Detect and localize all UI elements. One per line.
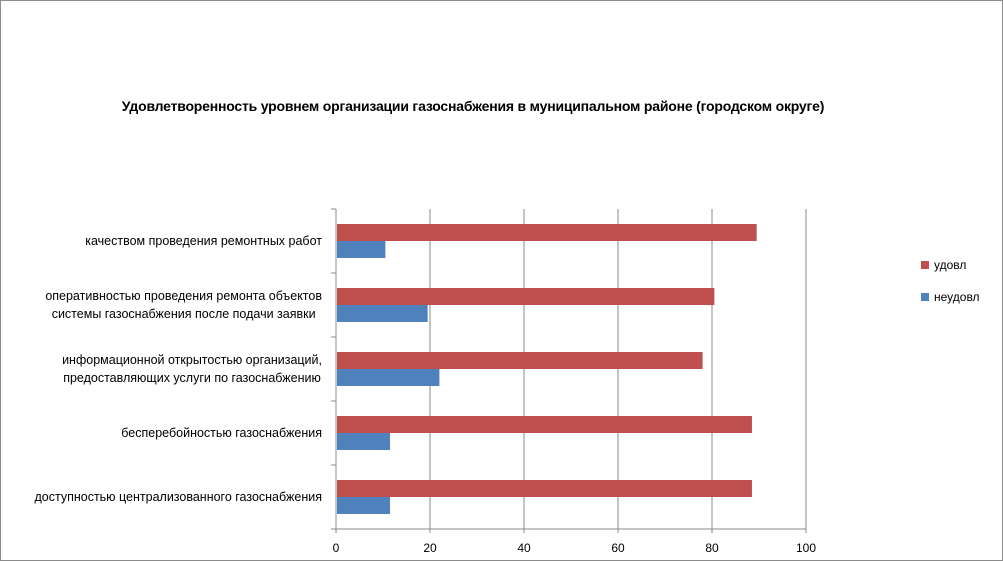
- category-label-line: оперативностью проведения ремонта объект…: [45, 289, 322, 303]
- category-label-line: доступностью централизованного газоснабж…: [34, 490, 322, 504]
- category-label-line: информационной открытостью организаций,: [62, 353, 322, 367]
- category-label: доступностью централизованного газоснабж…: [34, 488, 322, 506]
- category-label: бесперебойностью газоснабжения: [121, 424, 322, 442]
- chart-legend: удовл неудовл: [921, 258, 980, 322]
- category-label-line: предоставляющих услуги по газоснабжению: [63, 371, 321, 385]
- category-label-line: системы газоснабжения после подачи заявк…: [51, 307, 316, 321]
- legend-label-satisfied: удовл: [934, 257, 967, 272]
- category-label-line: качеством проведения ремонтных работ: [85, 234, 322, 248]
- bar-satisfied: [337, 352, 703, 369]
- legend-item-satisfied: удовл: [921, 257, 980, 272]
- chart-title: Удовлетворенность уровнем организации га…: [121, 98, 825, 114]
- bar-satisfied: [337, 288, 715, 305]
- bar-unsatisfied: [337, 497, 391, 514]
- legend-swatch-unsatisfied: [921, 292, 929, 301]
- legend-swatch-satisfied: [921, 260, 929, 269]
- x-tick-label: 60: [611, 541, 625, 555]
- bar-unsatisfied: [337, 241, 386, 258]
- x-tick-label: 0: [333, 541, 340, 555]
- category-label: качеством проведения ремонтных работ: [85, 232, 322, 250]
- bar-satisfied: [337, 416, 752, 433]
- bar-unsatisfied: [337, 433, 391, 450]
- bar-satisfied: [337, 224, 757, 241]
- category-label: информационной открытостью организаций, п…: [62, 351, 322, 387]
- category-label-line: бесперебойностью газоснабжения: [121, 426, 322, 440]
- bar-unsatisfied: [337, 305, 428, 322]
- bar-satisfied: [337, 480, 752, 497]
- x-tick-label: 20: [423, 541, 437, 555]
- x-tick-label: 100: [796, 541, 816, 555]
- x-tick-label: 40: [517, 541, 531, 555]
- category-label: оперативностью проведения ремонта объект…: [45, 287, 322, 323]
- legend-label-unsatisfied: неудовл: [934, 289, 980, 304]
- bar-unsatisfied: [337, 369, 440, 386]
- legend-item-unsatisfied: неудовл: [921, 289, 980, 304]
- x-tick-label: 80: [705, 541, 719, 555]
